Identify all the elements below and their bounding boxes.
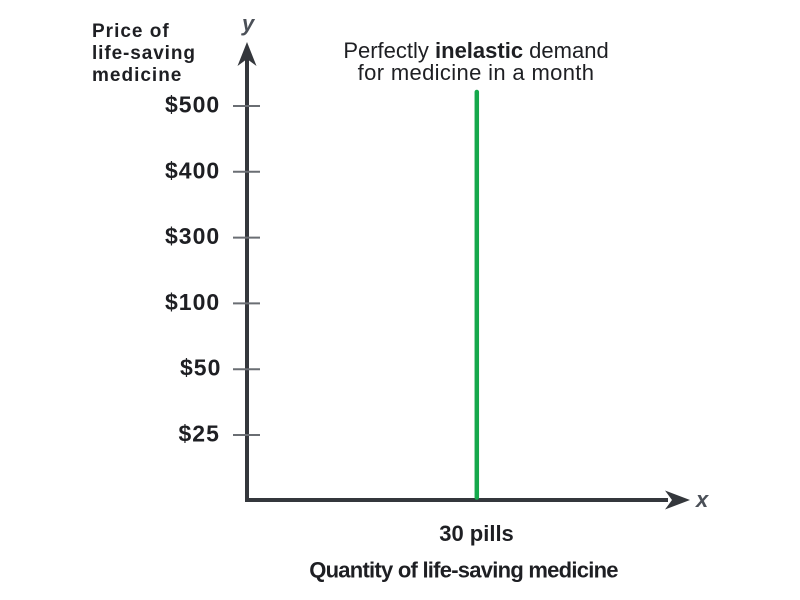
svg-text:$500: $500 xyxy=(165,92,220,118)
svg-text:x: x xyxy=(695,487,709,512)
svg-text:$300: $300 xyxy=(165,223,220,249)
svg-text:for medicine in a month: for medicine in a month xyxy=(358,60,595,85)
svg-text:$400: $400 xyxy=(165,157,220,183)
svg-text:30 pills: 30 pills xyxy=(439,521,514,546)
svg-text:medicine: medicine xyxy=(92,65,182,86)
svg-text:life-saving: life-saving xyxy=(92,43,196,64)
svg-text:Price of: Price of xyxy=(92,21,170,42)
svg-text:$25: $25 xyxy=(179,421,220,447)
svg-text:$50: $50 xyxy=(180,355,221,381)
svg-text:Quantity of life-saving medici: Quantity of life-saving medicine xyxy=(309,558,618,583)
svg-text:$100: $100 xyxy=(165,289,220,315)
svg-text:Perfectly inelastic demand: Perfectly inelastic demand xyxy=(343,38,608,63)
svg-text:y: y xyxy=(241,11,256,36)
